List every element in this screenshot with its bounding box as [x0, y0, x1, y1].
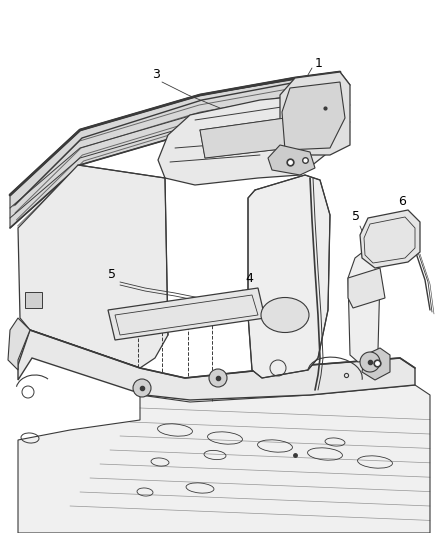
- Polygon shape: [348, 268, 385, 308]
- Text: 3: 3: [152, 68, 160, 81]
- Text: 4: 4: [245, 272, 253, 285]
- Polygon shape: [10, 72, 340, 228]
- Polygon shape: [158, 95, 325, 185]
- Circle shape: [133, 379, 151, 397]
- Text: 6: 6: [398, 195, 406, 208]
- Text: 5: 5: [108, 268, 116, 281]
- Ellipse shape: [261, 297, 309, 333]
- Polygon shape: [8, 318, 30, 370]
- Polygon shape: [282, 82, 345, 150]
- Polygon shape: [280, 72, 350, 155]
- Polygon shape: [18, 165, 168, 368]
- Polygon shape: [348, 248, 380, 362]
- Polygon shape: [200, 118, 290, 158]
- Polygon shape: [268, 145, 315, 175]
- Polygon shape: [18, 385, 430, 533]
- Circle shape: [209, 369, 227, 387]
- Text: 1: 1: [315, 57, 323, 70]
- Polygon shape: [108, 288, 265, 340]
- Polygon shape: [248, 175, 330, 378]
- Polygon shape: [360, 210, 420, 268]
- Text: 5: 5: [352, 210, 360, 223]
- Polygon shape: [25, 292, 42, 308]
- Polygon shape: [18, 330, 415, 400]
- Polygon shape: [362, 348, 390, 380]
- Circle shape: [360, 352, 380, 372]
